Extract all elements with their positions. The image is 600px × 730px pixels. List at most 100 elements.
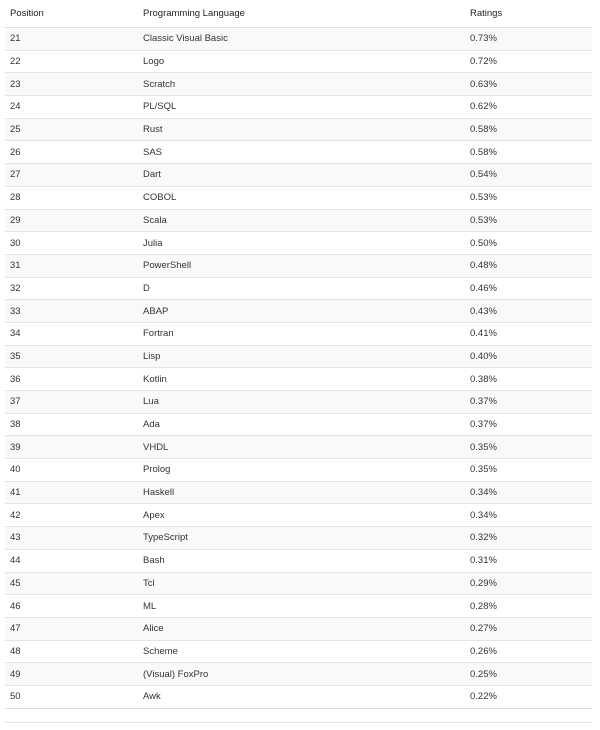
bottom-rule — [5, 722, 592, 723]
table-row: 25 Rust 0.58% — [5, 117, 592, 141]
table-cell: Fortran — [138, 321, 465, 346]
table-cell: 47 — [5, 616, 138, 641]
table-cell: 0.35% — [465, 435, 592, 459]
table-cell: 0.25% — [465, 662, 592, 686]
table-row: 27 Dart 0.54% — [5, 163, 592, 187]
table-cell: 40 — [5, 458, 138, 482]
table-cell: 23 — [5, 72, 138, 96]
table-cell: 0.29% — [465, 571, 592, 595]
table-row: 38 Ada 0.37% — [5, 412, 592, 436]
table-cell: Rust — [138, 117, 465, 141]
table-cell: Awk — [138, 684, 465, 709]
table-row: 35 Lisp 0.40% — [5, 344, 592, 368]
table-row: 29 Scala 0.53% — [5, 208, 592, 232]
table-cell: 0.58% — [465, 117, 592, 141]
table-cell: Logo — [138, 49, 465, 73]
table-cell: 0.34% — [465, 480, 592, 504]
table-cell: 38 — [5, 412, 138, 436]
table-cell: 22 — [5, 49, 138, 73]
table-cell: PowerShell — [138, 253, 465, 278]
table-cell: Lua — [138, 390, 465, 414]
table-row: 41 Haskell 0.34% — [5, 480, 592, 504]
table-row: 47 Alice 0.27% — [5, 616, 592, 641]
table-cell: 0.53% — [465, 185, 592, 209]
table-cell: (Visual) FoxPro — [138, 662, 465, 686]
table-cell: COBOL — [138, 185, 465, 209]
table-cell: 48 — [5, 639, 138, 663]
table-row: 31 PowerShell 0.48% — [5, 253, 592, 278]
table-cell: 0.34% — [465, 503, 592, 527]
table-cell: Kotlin — [138, 367, 465, 391]
table-row: 21 Classic Visual Basic 0.73% — [5, 27, 592, 51]
table-cell: TypeScript — [138, 526, 465, 550]
table-cell: 0.37% — [465, 412, 592, 436]
table-row: 33 ABAP 0.43% — [5, 299, 592, 323]
table-cell: 0.41% — [465, 321, 592, 346]
table-cell: 45 — [5, 571, 138, 595]
table-row: 30 Julia 0.50% — [5, 231, 592, 255]
table-cell: 0.53% — [465, 208, 592, 232]
table-row: 46 ML 0.28% — [5, 594, 592, 618]
table-cell: D — [138, 276, 465, 300]
table-cell: Classic Visual Basic — [138, 27, 465, 51]
table-cell: 0.40% — [465, 344, 592, 368]
table-cell: 36 — [5, 367, 138, 391]
table-cell: 50 — [5, 684, 138, 709]
table-cell: 31 — [5, 253, 138, 278]
table-cell: 41 — [5, 480, 138, 504]
table-row: 40 Prolog 0.35% — [5, 458, 592, 482]
table-cell: Bash — [138, 548, 465, 572]
header-row: Position Programming Language Ratings — [5, 0, 592, 28]
table-row: 45 Tcl 0.29% — [5, 571, 592, 595]
table-cell: 0.37% — [465, 390, 592, 414]
table-row: 34 Fortran 0.41% — [5, 321, 592, 346]
table-cell: 44 — [5, 548, 138, 572]
table-cell: VHDL — [138, 435, 465, 459]
table-cell: 28 — [5, 185, 138, 209]
table-cell: 0.73% — [465, 27, 592, 51]
table-row: 48 Scheme 0.26% — [5, 639, 592, 663]
table-header: Position Programming Language Ratings — [5, 0, 592, 28]
table-row: 22 Logo 0.72% — [5, 49, 592, 73]
table-cell: 0.35% — [465, 458, 592, 482]
table-cell: ABAP — [138, 299, 465, 323]
table-cell: Dart — [138, 163, 465, 187]
table-cell: 0.31% — [465, 548, 592, 572]
table-row: 42 Apex 0.34% — [5, 503, 592, 527]
table-cell: Lisp — [138, 344, 465, 368]
table-cell: 0.43% — [465, 299, 592, 323]
table-row: 43 TypeScript 0.32% — [5, 526, 592, 550]
table-row: 50 Awk 0.22% — [5, 684, 592, 709]
table-row: 28 COBOL 0.53% — [5, 185, 592, 209]
table-cell: 35 — [5, 344, 138, 368]
table-cell: 42 — [5, 503, 138, 527]
table-cell: 30 — [5, 231, 138, 255]
table-cell: 0.46% — [465, 276, 592, 300]
table-cell: 34 — [5, 321, 138, 346]
header-cell: Position — [5, 0, 138, 28]
table-cell: 29 — [5, 208, 138, 232]
table-cell: 33 — [5, 299, 138, 323]
table-cell: 24 — [5, 95, 138, 119]
table-cell: 0.62% — [465, 95, 592, 119]
table-cell: 0.48% — [465, 253, 592, 278]
table-cell: 25 — [5, 117, 138, 141]
table-cell: 0.54% — [465, 163, 592, 187]
table-cell: Haskell — [138, 480, 465, 504]
table-cell: 43 — [5, 526, 138, 550]
table-cell: 46 — [5, 594, 138, 618]
table-cell: 0.32% — [465, 526, 592, 550]
table-cell: Julia — [138, 231, 465, 255]
table-row: 24 PL/SQL 0.62% — [5, 95, 592, 119]
table-cell: 37 — [5, 390, 138, 414]
table-row: 37 Lua 0.37% — [5, 390, 592, 414]
table-cell: ML — [138, 594, 465, 618]
table-cell: 0.28% — [465, 594, 592, 618]
table-cell: 0.58% — [465, 140, 592, 164]
table-cell: Scratch — [138, 72, 465, 96]
table-cell: 27 — [5, 163, 138, 187]
table-cell: Scheme — [138, 639, 465, 663]
table-cell: 0.50% — [465, 231, 592, 255]
header-cell: Ratings — [465, 0, 592, 28]
